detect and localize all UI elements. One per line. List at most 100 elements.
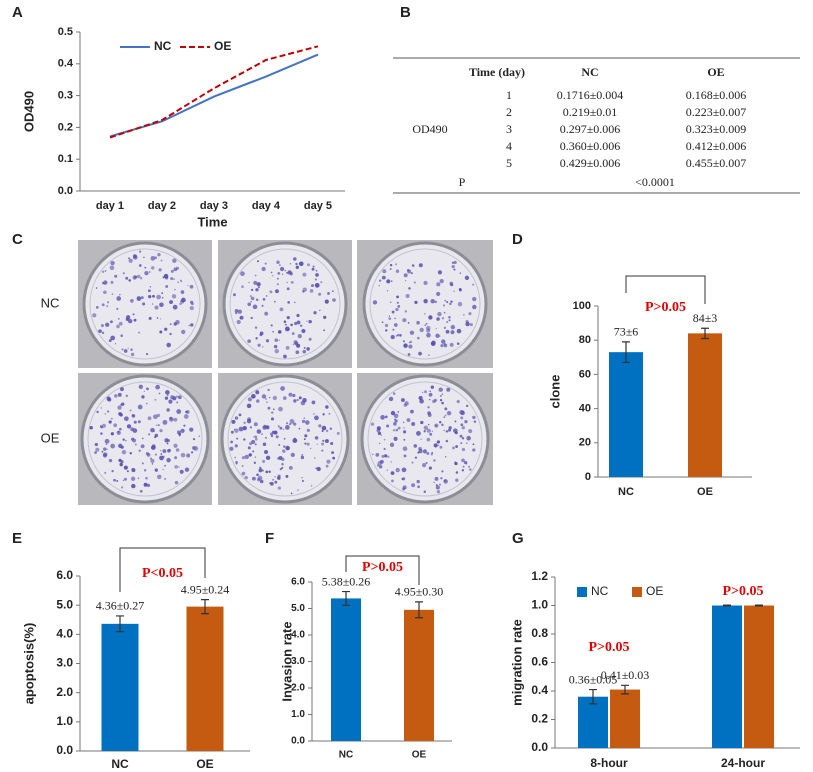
colony (116, 480, 119, 483)
colony (439, 278, 444, 284)
colony (265, 339, 270, 343)
colony (127, 318, 133, 324)
colony (141, 395, 145, 399)
colony (102, 453, 108, 458)
colony (411, 461, 414, 464)
colony (271, 275, 274, 277)
colony (156, 413, 161, 418)
colony (420, 420, 424, 425)
error-bar (342, 590, 350, 606)
colony (310, 485, 313, 487)
colony (323, 315, 327, 319)
colony (256, 260, 260, 263)
bar (101, 623, 139, 751)
colony (154, 305, 159, 310)
colony (287, 301, 291, 304)
colony (271, 411, 274, 414)
colony (147, 416, 152, 421)
colony (425, 322, 428, 325)
colony (127, 347, 129, 349)
colony (394, 419, 398, 423)
colony (433, 481, 435, 484)
colony (244, 454, 249, 460)
colony (126, 424, 132, 429)
colony (424, 312, 426, 315)
colony (432, 399, 436, 404)
colony (270, 481, 274, 486)
colony (272, 395, 278, 401)
colony (128, 257, 130, 260)
colony (129, 409, 132, 412)
x-tick-label: 24-hour (721, 756, 765, 770)
colony (148, 295, 152, 299)
value-label: 4.95±0.30 (395, 585, 444, 599)
colony (465, 319, 469, 324)
colony (184, 467, 190, 472)
colony (393, 323, 398, 327)
colony (281, 457, 285, 461)
colony (146, 353, 149, 356)
colony (441, 470, 444, 473)
colony (188, 324, 190, 327)
colony (451, 261, 455, 264)
colony (117, 317, 120, 320)
colony (422, 449, 428, 454)
colony (372, 300, 378, 305)
colony (429, 432, 433, 436)
colony (283, 354, 287, 359)
colony (383, 438, 386, 441)
colony (183, 424, 186, 427)
colony (435, 424, 437, 427)
colony (423, 298, 428, 304)
colony (253, 280, 258, 285)
colony (391, 310, 395, 314)
colony (449, 302, 452, 305)
colony (392, 392, 396, 395)
colony (434, 300, 437, 304)
colony (383, 447, 386, 451)
colony (472, 296, 477, 302)
panel-label: E (12, 530, 22, 547)
colony (284, 326, 290, 332)
colony (395, 467, 400, 473)
colony (247, 446, 251, 450)
colony (116, 430, 121, 435)
y-tick-label: 0 (585, 471, 591, 483)
panel-label: D (512, 231, 523, 248)
colony (455, 478, 459, 482)
colony (272, 478, 275, 481)
colony (411, 483, 416, 488)
colony (330, 441, 334, 446)
annotation: P>0.05 (362, 560, 403, 575)
colony (234, 444, 238, 448)
colony (288, 392, 293, 397)
colony (321, 449, 324, 452)
colony (136, 274, 141, 279)
colony (249, 426, 253, 429)
colony (329, 427, 333, 431)
colony (453, 260, 457, 265)
colony (423, 280, 428, 285)
colony (457, 301, 463, 307)
colony (441, 401, 444, 405)
colony (328, 412, 331, 415)
colony (267, 406, 271, 410)
colony (254, 443, 257, 446)
table-cell: 3 (506, 122, 512, 136)
colony (401, 467, 407, 473)
colony (452, 446, 455, 450)
colony (105, 443, 108, 445)
colony (128, 279, 131, 282)
colony (314, 282, 320, 288)
colony (418, 396, 423, 401)
colony (140, 277, 143, 280)
colony (162, 449, 167, 453)
colony (236, 437, 239, 440)
colony (229, 446, 234, 451)
colony (274, 480, 278, 484)
colony (262, 459, 266, 463)
colony (164, 396, 169, 400)
colony (117, 392, 122, 397)
colony (270, 417, 275, 421)
colony (296, 343, 301, 348)
